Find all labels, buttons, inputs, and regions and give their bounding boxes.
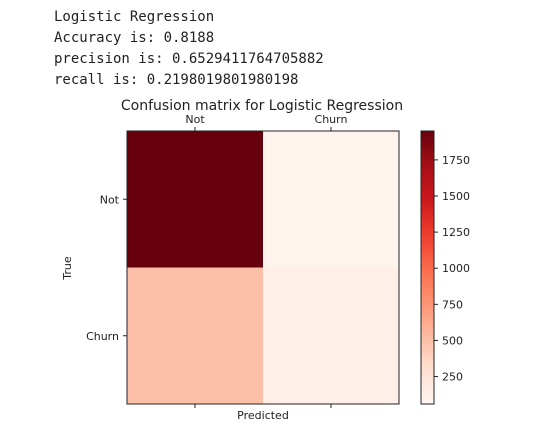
heatmap-cell-1-1 — [263, 267, 399, 404]
colorbar-tick-label-3: 1000 — [442, 262, 470, 275]
x-tick-label-1: Churn — [315, 113, 348, 126]
console-line-recall: recall is: 0.2198019801980198 — [54, 72, 299, 88]
console-line-accuracy: Accuracy is: 0.8188 — [54, 30, 215, 46]
heatmap-cell-0-1 — [263, 131, 399, 268]
console-line-model: Logistic Regression — [54, 9, 215, 25]
x-axis-label: Predicted — [237, 409, 289, 422]
console-line-precision: precision is: 0.6529411764705882 — [54, 51, 324, 67]
heatmap-cell-1-0 — [127, 267, 263, 404]
chart-title: Confusion matrix for Logistic Regression — [121, 98, 403, 114]
y-tick-label-0: Not — [100, 193, 120, 206]
colorbar-tick-label-4: 1250 — [442, 226, 470, 239]
colorbar-tick-label-6: 1750 — [442, 154, 470, 167]
console-output: Logistic Regression Accuracy is: 0.8188 pr… — [54, 7, 324, 91]
heatmap-cells — [127, 131, 399, 404]
colorbar-tick-label-1: 500 — [442, 334, 463, 347]
colorbar-tick-label-0: 250 — [442, 371, 463, 384]
x-tick-label-0: Not — [185, 113, 205, 126]
colorbar-ticks: 250 500 750 1000 1250 1500 1750 — [434, 154, 470, 384]
colorbar — [420, 130, 435, 405]
y-axis-label: True — [61, 256, 74, 281]
colorbar-tick-label-5: 1500 — [442, 190, 470, 203]
heatmap-cell-0-0 — [127, 131, 263, 268]
plot-frame — [126, 130, 400, 405]
colorbar-tick-label-2: 750 — [442, 298, 463, 311]
y-tick-label-1: Churn — [86, 330, 119, 343]
axis-ticks: Not Churn Not Churn — [86, 113, 347, 408]
